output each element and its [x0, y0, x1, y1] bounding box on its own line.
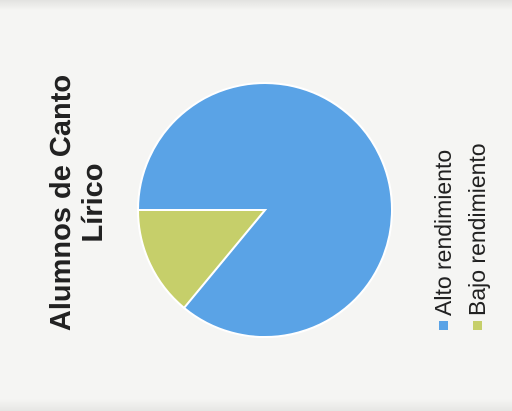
pie-slice-bajo-rendimiento: [136, 209, 268, 310]
chart-title-line-2: Lírico: [77, 163, 109, 243]
legend-wrap: Alto rendimiento Bajo rendimiento: [420, 80, 500, 340]
legend-label-bajo: Bajo rendimiento: [463, 143, 490, 316]
chart-title: Alumnos de Canto Lírico: [45, 58, 109, 348]
legend-item-alto: Alto rendimiento: [426, 90, 460, 330]
scan-edge-top: [0, 0, 512, 10]
chart-title-wrap: Alumnos de Canto Lírico: [22, 58, 132, 348]
legend-swatch-bajo: [472, 321, 482, 330]
legend-item-bajo: Bajo rendimiento: [460, 90, 494, 330]
chart-title-line-1: Alumnos de Canto: [45, 74, 77, 332]
pie-chart: [136, 82, 393, 338]
scan-edge-bottom: [0, 399, 512, 411]
legend-label-alto: Alto rendimiento: [429, 149, 456, 316]
legend-swatch-alto: [438, 321, 448, 330]
legend: Alto rendimiento Bajo rendimiento: [426, 90, 494, 330]
